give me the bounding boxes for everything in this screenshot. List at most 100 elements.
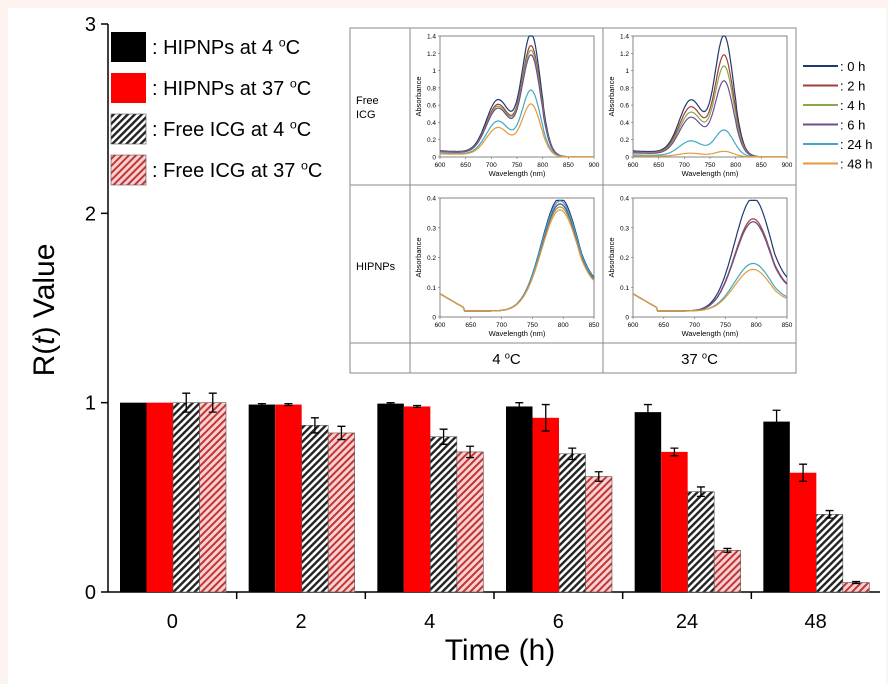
inset-col-label: 4 oC <box>492 350 521 368</box>
inset-legend-label: : 48 h <box>840 157 873 172</box>
panel-y-tick-label: 0.1 <box>427 285 436 292</box>
panel-x-tick-label: 600 <box>435 162 446 169</box>
inset-col-label: 37 oC <box>681 350 718 368</box>
panel-y-tick-label: 0.2 <box>620 137 629 144</box>
error-bar <box>439 428 448 445</box>
bar <box>763 421 790 592</box>
panel-y-label: Absorbance <box>414 237 423 277</box>
x-tick-label: 0 <box>167 611 178 633</box>
panel-x-tick-label: 600 <box>628 162 639 169</box>
error-bar <box>568 447 577 461</box>
bar <box>301 425 329 593</box>
spectrum-panel: 0 0.2 0.4 0.6 0.8 1 1.2 1.4 600 650 700 750 800 850 90… <box>607 34 793 179</box>
panel-y-tick-label: 0.8 <box>427 85 436 92</box>
panel-y-tick-label: 0.4 <box>620 196 629 203</box>
error-bar <box>541 403 550 432</box>
panel-x-label: Wavelength (nm) <box>489 169 546 178</box>
error-bar <box>208 392 217 413</box>
x-tick-label: 6 <box>553 611 564 633</box>
panel-x-tick-label: 850 <box>756 162 767 169</box>
inset-legend-label: : 24 h <box>840 137 873 152</box>
panel-y-tick-label: 0.2 <box>427 137 436 144</box>
panel-y-tick-label: 0.8 <box>620 85 629 92</box>
inset-legend: : 0 h: 2 h: 4 h: 6 h: 24 h: 48 h <box>803 59 873 172</box>
x-axis-label: Time (h) <box>445 634 556 667</box>
panel-x-tick-label: 700 <box>679 162 690 169</box>
y-tick-label: 1 <box>85 393 96 415</box>
bar <box>199 402 227 593</box>
spectrum-line <box>440 103 594 158</box>
legend-swatch <box>111 32 146 62</box>
error-bar <box>284 402 293 407</box>
bar <box>275 404 302 592</box>
panel-x-tick-label: 850 <box>563 162 574 169</box>
error-bar <box>799 463 808 482</box>
panel-y-label: Absorbance <box>414 76 423 116</box>
spectrum-line <box>633 150 787 158</box>
inset-frame <box>349 27 797 374</box>
error-bar <box>386 402 395 406</box>
panel-y-tick-label: 1.2 <box>620 51 629 58</box>
panel-x-tick-label: 600 <box>435 322 446 329</box>
error-bar <box>772 409 781 434</box>
bar <box>506 406 533 592</box>
panel-y-tick-label: 0.1 <box>620 285 629 292</box>
x-tick-label: 24 <box>676 611 698 633</box>
panel-y-tick-label: 0.6 <box>427 103 436 110</box>
legend-label: : HIPNPs at 37 oC <box>152 76 311 100</box>
inset-legend-label: : 6 h <box>840 118 865 133</box>
bar <box>172 402 200 593</box>
bar <box>327 432 355 593</box>
panel-x-tick-label: 800 <box>558 322 569 329</box>
y-tick-label: 2 <box>85 203 96 225</box>
error-bar <box>825 509 834 519</box>
panel-y-tick-label: 0 <box>432 155 436 162</box>
main-chart-bars <box>120 392 870 593</box>
bar <box>403 406 431 592</box>
error-bar <box>413 404 422 409</box>
x-tick-label: 2 <box>295 611 306 633</box>
panel-y-tick-label: 0.4 <box>427 196 436 203</box>
error-bar <box>182 392 191 413</box>
spectrum-panel: 0 0.1 0.2 0.3 0.4 600 650 700 750 800 850 Wavelengt… <box>607 196 793 339</box>
bar <box>789 472 817 592</box>
panel-x-tick-label: 700 <box>689 322 700 329</box>
error-bar <box>466 445 475 459</box>
panel-x-tick-label: 850 <box>782 322 793 329</box>
error-bar <box>670 447 679 457</box>
spectrum-line <box>439 209 595 312</box>
legend-swatch <box>110 154 147 186</box>
panel-y-tick-label: 0.4 <box>427 120 436 127</box>
panel-x-label: Wavelength (nm) <box>682 329 739 338</box>
panel-y-tick-label: 0 <box>625 315 629 322</box>
panel-y-label: Absorbance <box>607 76 616 116</box>
panel-y-tick-label: 0.3 <box>620 225 629 232</box>
panel-x-tick-label: 900 <box>589 162 600 169</box>
bar <box>585 476 613 593</box>
panel-x-tick-label: 700 <box>486 162 497 169</box>
error-bar <box>337 425 346 441</box>
x-tick-label: 4 <box>424 611 435 633</box>
inset-legend-label: : 4 h <box>840 98 865 113</box>
spectrum-line <box>632 268 788 312</box>
panel-x-tick-label: 750 <box>512 162 523 169</box>
panel-x-tick-label: 850 <box>589 322 600 329</box>
bar <box>532 417 559 592</box>
bar <box>248 404 276 592</box>
legend-swatch <box>111 73 146 103</box>
bar <box>634 412 662 592</box>
panel-x-tick-label: 650 <box>653 162 664 169</box>
inset-row-label: HIPNPs <box>356 261 396 273</box>
bar <box>816 514 844 593</box>
panel-y-tick-label: 0.2 <box>620 255 629 262</box>
y-axis-label: R(t) Value <box>28 244 61 377</box>
panel-y-tick-label: 1.2 <box>427 51 436 58</box>
panel-x-label: Wavelength (nm) <box>682 169 739 178</box>
bar <box>120 402 147 592</box>
error-bar <box>515 402 524 411</box>
error-bar <box>594 471 603 482</box>
y-tick-label: 3 <box>85 14 96 36</box>
error-bar <box>696 486 705 498</box>
